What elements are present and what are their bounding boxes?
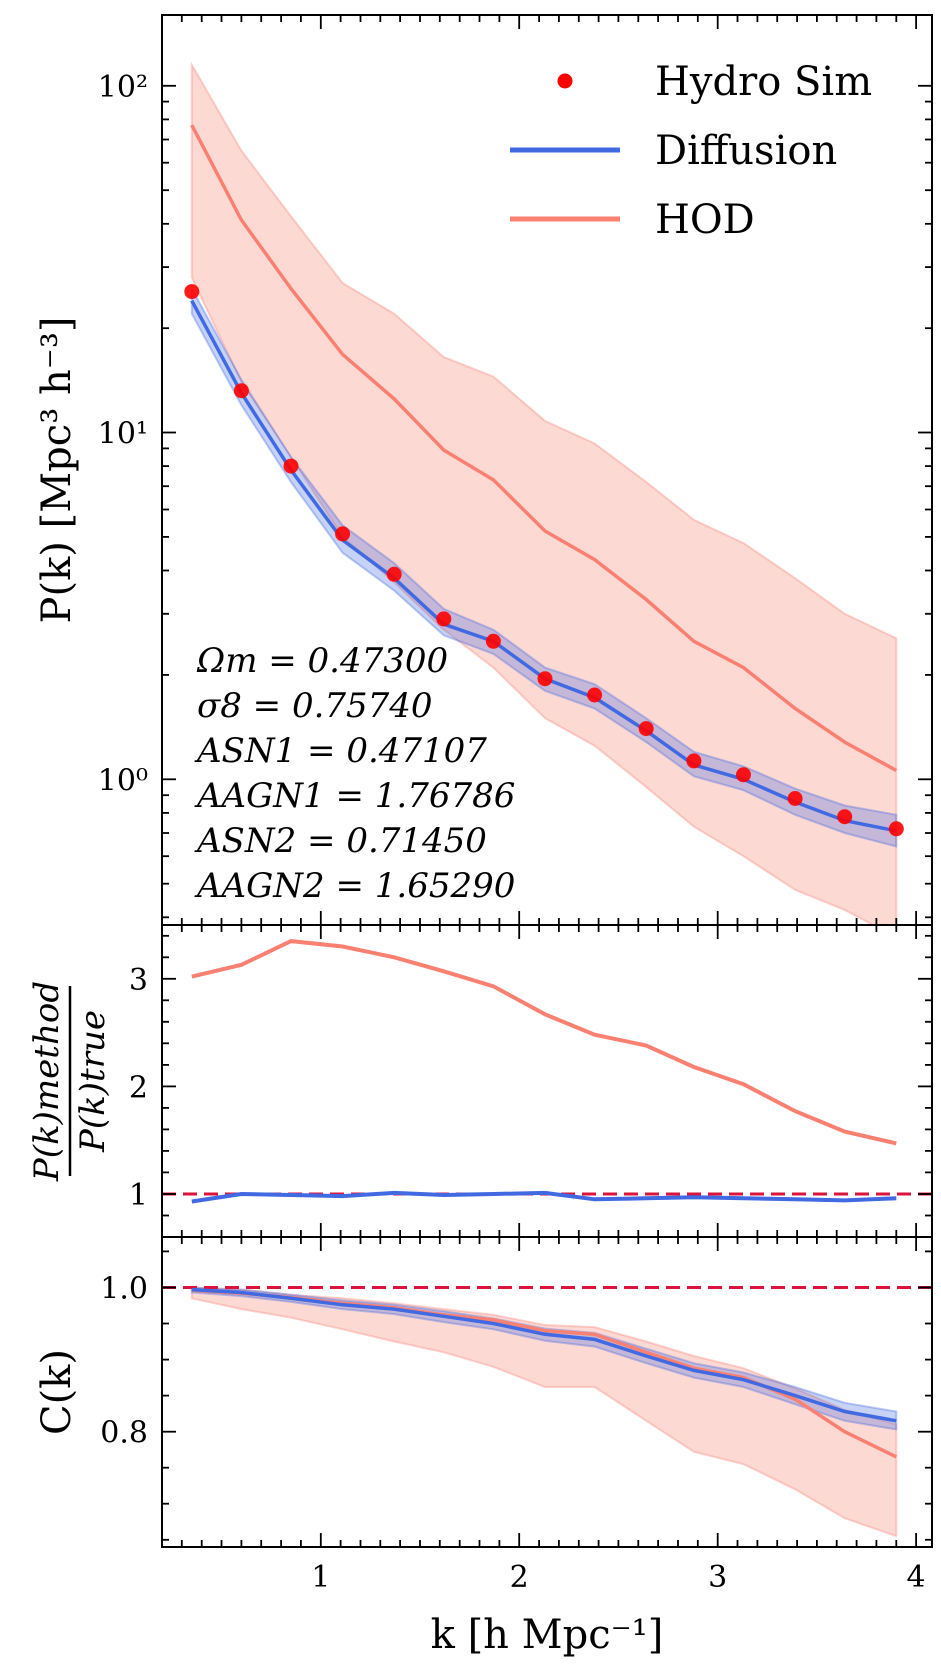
annotation-a-agn2: AAGN2 = 1.65290 bbox=[194, 866, 515, 906]
correlation-ylabel: C(k) bbox=[34, 1349, 80, 1435]
y-tick-label: 10² bbox=[98, 70, 148, 105]
hydro-sim-points bbox=[184, 284, 904, 837]
annotation-omega-m: Ωm = 0.47300 bbox=[196, 641, 448, 681]
y-tick-label: 3 bbox=[129, 963, 148, 998]
ratio-ylabel: P(k)method P(k)true bbox=[27, 981, 113, 1182]
hydro-sim-point bbox=[233, 383, 249, 399]
annotation-a-sn1: ASN1 = 0.47107 bbox=[194, 731, 487, 771]
y-tick-label: 10¹ bbox=[98, 417, 148, 452]
hod-ratio-line bbox=[191, 939, 897, 1146]
diffusion-ratio-line bbox=[191, 1190, 897, 1204]
legend: Hydro Sim Diffusion HOD bbox=[510, 59, 872, 243]
ratio-ticks bbox=[162, 925, 932, 1238]
x-tick-label: 1 bbox=[311, 1560, 330, 1595]
x-axis-label: k [h Mpc⁻¹] bbox=[431, 1612, 664, 1658]
y-tick-label: 1 bbox=[129, 1178, 148, 1213]
correlation-ticks bbox=[162, 1237, 932, 1547]
legend-label-hydro-sim: Hydro Sim bbox=[655, 59, 872, 105]
legend-label-diffusion: Diffusion bbox=[655, 128, 837, 174]
power-spectrum-y-tick-labels: 10⁰ 10¹ 10² bbox=[98, 70, 148, 798]
x-tick-label: 4 bbox=[907, 1560, 926, 1595]
hydro-sim-point bbox=[787, 791, 803, 806]
hydro-sim-point bbox=[587, 687, 603, 703]
power-spectrum-ylabel: P(k) [Mpc³ h⁻³] bbox=[34, 317, 80, 624]
ratio-ylabel-numerator: P(k)method bbox=[27, 981, 67, 1182]
x-tick-labels: 1 2 3 4 bbox=[311, 1560, 925, 1595]
diffusion-correlation-band bbox=[190, 1286, 898, 1431]
hydro-sim-point bbox=[736, 767, 751, 783]
legend-marker-hydro-sim bbox=[557, 73, 573, 89]
hydro-sim-point bbox=[335, 526, 351, 542]
legend-label-hod: HOD bbox=[655, 197, 755, 243]
hydro-sim-point bbox=[283, 458, 299, 474]
hydro-sim-point bbox=[436, 611, 452, 627]
annotation-a-agn1: AAGN1 = 1.76786 bbox=[194, 776, 515, 816]
y-tick-label: 2 bbox=[129, 1070, 148, 1105]
diffusion-correlation-line bbox=[191, 1287, 897, 1423]
correlation-panel: 0.8 1.0 C(k) bbox=[34, 1236, 933, 1548]
parameter-annotations: Ωm = 0.47300 σ8 = 0.75740 ASN1 = 0.47107… bbox=[194, 641, 515, 906]
hydro-sim-point bbox=[638, 721, 654, 737]
correlation-frame bbox=[161, 1236, 933, 1548]
hydro-sim-point bbox=[537, 671, 553, 687]
ratio-ylabel-denominator: P(k)true bbox=[73, 1010, 113, 1153]
hydro-sim-point bbox=[485, 633, 501, 649]
hydro-sim-point bbox=[686, 753, 702, 769]
power-spectrum-ticks bbox=[162, 15, 932, 925]
ratio-y-tick-labels: 1 2 3 bbox=[129, 963, 148, 1213]
x-tick-label: 3 bbox=[708, 1560, 727, 1595]
annotation-a-sn2: ASN2 = 0.71450 bbox=[194, 821, 487, 861]
ratio-panel: 1 2 3 P(k)method P(k)true bbox=[27, 924, 933, 1238]
y-tick-label: 1.0 bbox=[100, 1272, 148, 1307]
y-tick-label: 10⁰ bbox=[98, 763, 148, 798]
correlation-y-tick-labels: 0.8 1.0 bbox=[100, 1272, 148, 1451]
hod-power-line bbox=[190, 124, 898, 773]
hydro-sim-point bbox=[184, 284, 200, 300]
y-tick-label: 0.8 bbox=[100, 1416, 148, 1451]
ratio-frame bbox=[161, 924, 933, 1238]
power-spectrum-panel: 10⁰ 10¹ 10² P(k) [Mpc³ h⁻³] Hydro Sim Diff… bbox=[34, 14, 933, 926]
annotation-sigma-8: σ8 = 0.75740 bbox=[197, 686, 433, 726]
hydro-sim-point bbox=[888, 821, 904, 837]
hod-correlation-band bbox=[190, 1286, 898, 1538]
hydro-sim-point bbox=[386, 566, 402, 582]
x-tick-label: 2 bbox=[510, 1560, 529, 1595]
diffusion-uncertainty-band bbox=[190, 288, 898, 848]
hydro-sim-point bbox=[837, 809, 853, 825]
hod-uncertainty-band bbox=[190, 60, 898, 925]
